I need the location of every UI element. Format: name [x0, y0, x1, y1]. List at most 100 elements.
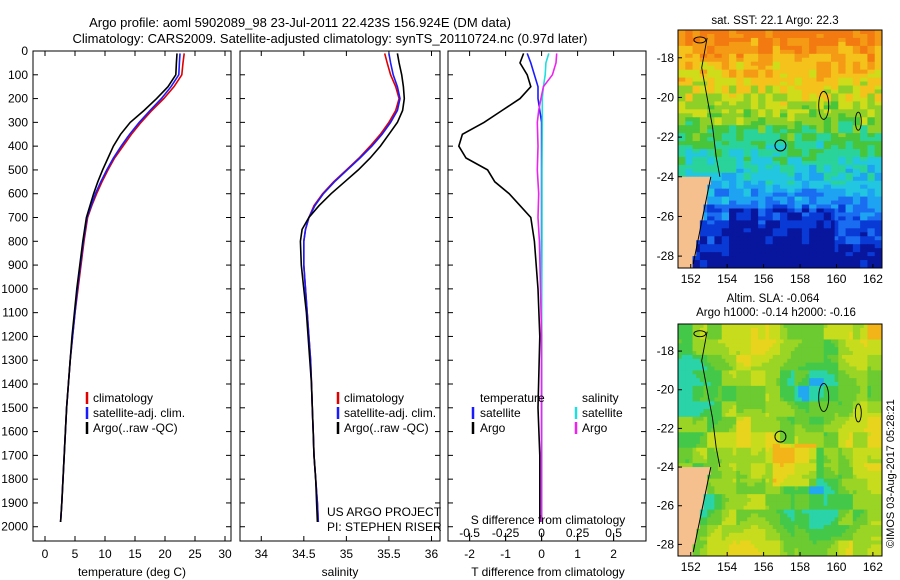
map-cell — [831, 176, 836, 182]
map-cell — [783, 184, 788, 190]
map-cell — [831, 232, 836, 237]
map-cell — [831, 382, 836, 387]
map-cell — [860, 133, 865, 138]
map-cell — [831, 33, 836, 39]
map-cell — [805, 152, 810, 158]
map-cell — [874, 204, 879, 209]
map-cell — [732, 335, 737, 340]
map-cell — [736, 351, 741, 356]
map-cell — [736, 89, 741, 94]
map-cell — [765, 256, 770, 261]
map-cell — [699, 97, 704, 102]
map-cell — [805, 149, 810, 154]
map-cell — [834, 30, 839, 35]
map-cell — [703, 117, 708, 122]
map-cell — [878, 331, 883, 336]
map-cell — [761, 41, 766, 47]
map-cell — [852, 93, 857, 98]
map-cell — [769, 81, 774, 86]
map-cell — [678, 145, 683, 150]
map-cell — [754, 401, 759, 406]
map-cell — [707, 405, 712, 410]
sst-map-title: sat. SST: 22.1 Argo: 22.3 — [711, 15, 838, 27]
map-cell — [739, 362, 744, 367]
map-cell — [871, 49, 876, 55]
map-cell — [823, 248, 828, 253]
map-cell — [692, 244, 697, 249]
map-cell — [871, 374, 876, 379]
map-cell — [725, 53, 730, 59]
map-cell — [707, 188, 712, 194]
map-cell — [845, 160, 850, 166]
map-cell — [685, 374, 690, 379]
map-cell — [834, 252, 839, 257]
map-cell — [834, 41, 839, 47]
x-tick-top-label: 0.25 — [566, 526, 590, 540]
map-cell — [681, 412, 686, 418]
map-x-tick-label: 152 — [681, 272, 701, 286]
map-cell — [707, 109, 712, 114]
map-cell — [678, 69, 683, 75]
map-cell — [794, 236, 799, 241]
map-cell — [721, 200, 726, 205]
map-cell — [827, 172, 832, 178]
map-cell — [758, 224, 763, 229]
map-cell — [681, 93, 686, 98]
map-cell — [827, 204, 832, 209]
map-cell — [820, 109, 825, 114]
map-cell — [761, 156, 766, 162]
map-cell — [747, 397, 752, 402]
map-cell — [688, 378, 693, 383]
map-cell — [823, 256, 828, 261]
map-cell — [816, 41, 821, 47]
map-cell — [790, 196, 795, 201]
map-cell — [849, 137, 854, 142]
map-cell — [725, 378, 730, 383]
map-cell — [685, 149, 690, 154]
map-cell — [736, 93, 741, 98]
map-cell — [692, 401, 697, 406]
map-cell — [780, 65, 785, 71]
legend-label-satclim: satellite-adj. clim. — [93, 406, 185, 420]
map-cell — [820, 168, 825, 174]
map-cell — [852, 366, 857, 371]
map-cell — [820, 351, 825, 356]
map-cell — [776, 248, 781, 253]
map-cell — [761, 73, 766, 78]
map-cell — [688, 339, 693, 344]
map-cell — [849, 351, 854, 356]
map-cell — [852, 125, 857, 130]
map-cell — [750, 30, 755, 35]
map-cell — [776, 331, 781, 336]
map-cell — [688, 208, 693, 213]
map-cell — [856, 220, 861, 225]
map-cell — [820, 172, 825, 178]
map-cell — [688, 358, 693, 364]
map-cell — [725, 324, 730, 329]
map-cell — [798, 216, 803, 221]
map-cell — [831, 172, 836, 178]
map-cell — [863, 145, 868, 150]
map-cell — [776, 196, 781, 201]
map-cell — [867, 129, 872, 134]
map-cell — [834, 374, 839, 379]
map-cell — [798, 397, 803, 402]
map-cell — [783, 374, 788, 379]
map-cell — [681, 216, 686, 221]
map-cell — [838, 168, 843, 174]
map-cell — [867, 244, 872, 249]
y-tick-label: 800 — [8, 234, 28, 248]
map-cell — [761, 192, 766, 197]
map-cell — [831, 37, 836, 43]
map-cell — [801, 141, 806, 146]
map-cell — [801, 57, 806, 63]
map-cell — [841, 327, 846, 333]
map-cell — [765, 30, 770, 35]
map-cell — [758, 184, 763, 190]
map-cell — [838, 240, 843, 245]
map-cell — [739, 204, 744, 209]
map-cell — [685, 81, 690, 86]
map-cell — [783, 389, 788, 394]
map-cell — [838, 347, 843, 352]
map-cell — [725, 374, 730, 379]
